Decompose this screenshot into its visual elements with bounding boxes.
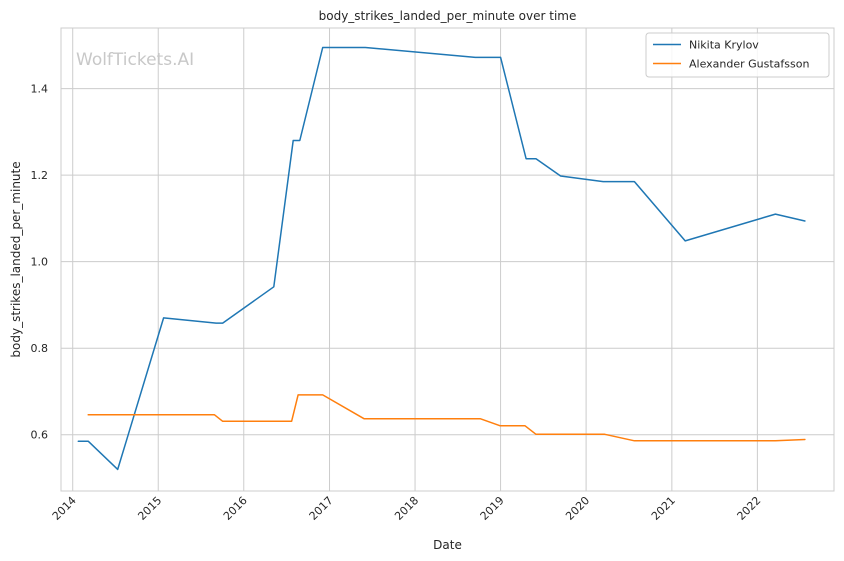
y-tick-label: 0.6 (31, 429, 49, 442)
y-axis-label: body_strikes_landed_per_minute (9, 161, 23, 357)
legend-label-alexander-gustafsson: Alexander Gustafsson (689, 58, 809, 71)
x-tick-label: 2018 (392, 494, 421, 523)
x-tick-label: 2020 (563, 494, 592, 523)
series-lines (77, 46, 806, 471)
x-tick-label: 2021 (649, 494, 678, 523)
x-tick-label: 2014 (50, 494, 79, 523)
legend: Nikita Krylov Alexander Gustafsson (645, 32, 830, 78)
series-line-alexander-gustafsson (87, 394, 806, 442)
x-axis-label: Date (433, 538, 462, 552)
y-tick-label: 1.0 (31, 256, 49, 269)
x-tick-label: 2022 (735, 494, 764, 523)
plot-frame (60, 27, 835, 492)
legend-label-nikita-krylov: Nikita Krylov (689, 39, 759, 52)
series-line-nikita-krylov (77, 46, 806, 471)
y-tick-label: 1.4 (31, 83, 49, 96)
x-tick-label: 2015 (135, 494, 164, 523)
tick-labels: 2014 2015 2016 2017 2018 2019 2020 2021 2022 0.6 0… (31, 83, 764, 523)
x-tick-label: 2016 (221, 494, 250, 523)
y-tick-label: 0.8 (31, 342, 49, 355)
legend-box (645, 32, 830, 78)
y-tick-label: 1.2 (31, 169, 49, 182)
grid (61, 28, 834, 491)
x-tick-label: 2019 (478, 494, 507, 523)
chart-title: body_strikes_landed_per_minute over time (319, 9, 577, 23)
watermark: WolfTickets.AI (76, 50, 194, 70)
x-tick-label: 2017 (307, 494, 336, 523)
